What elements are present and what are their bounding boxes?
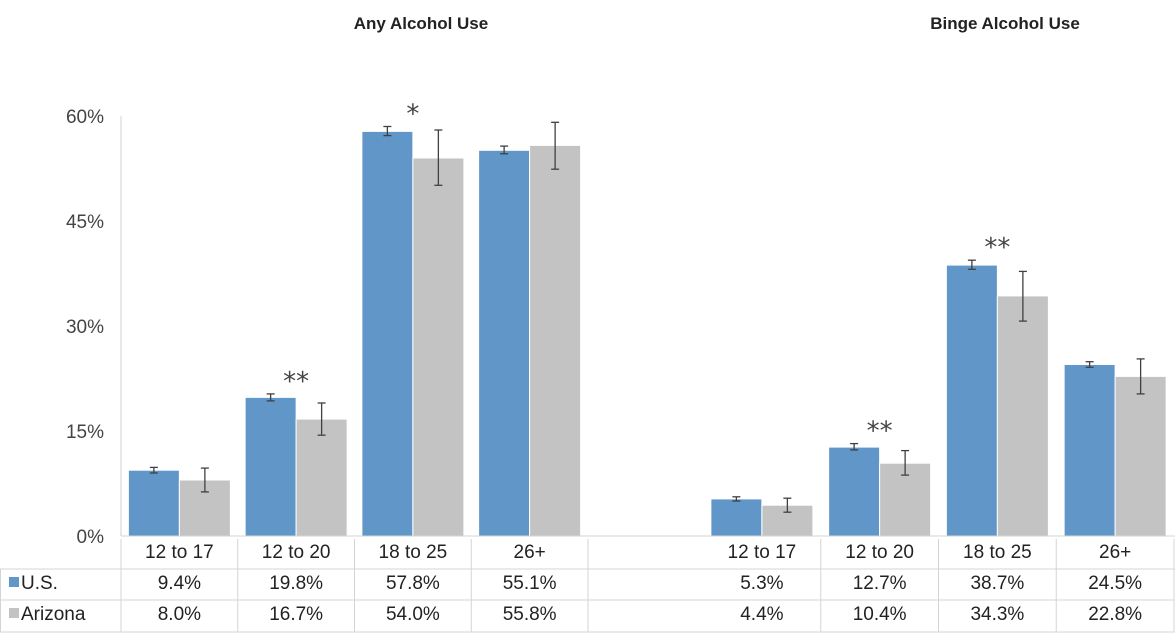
value-label: 22.8% xyxy=(1088,604,1142,625)
y-tick-label: 0% xyxy=(77,527,105,548)
category-label: 12 to 20 xyxy=(845,542,914,563)
value-label: 57.8% xyxy=(386,573,440,594)
bar-us xyxy=(127,469,180,537)
value-label: 24.5% xyxy=(1088,573,1142,594)
value-label: 55.8% xyxy=(503,604,557,625)
legend-swatch-arizona xyxy=(9,608,19,618)
panel-title: Any Alcohol Use xyxy=(354,14,488,33)
y-tick-label: 15% xyxy=(66,422,104,443)
bar-us xyxy=(710,498,763,537)
value-label: 34.3% xyxy=(970,604,1024,625)
value-label: 5.3% xyxy=(740,573,783,594)
value-label: 16.7% xyxy=(269,604,323,625)
data-table: U.S. Arizona 12 to 17 9.4% 8.0% 12 to 20 19.8%… xyxy=(0,535,1175,633)
category-label: 12 to 20 xyxy=(262,542,331,563)
category-label: 18 to 25 xyxy=(379,542,448,563)
bar-arizona xyxy=(1114,375,1167,537)
value-label: 19.8% xyxy=(269,573,323,594)
legend-swatch-us xyxy=(9,577,19,587)
bar-us xyxy=(244,396,297,537)
category-label: 18 to 25 xyxy=(963,542,1032,563)
bar-us xyxy=(1063,364,1116,537)
value-label: 4.4% xyxy=(740,604,783,625)
significance-marker: ** xyxy=(867,417,893,447)
category-label: 12 to 17 xyxy=(728,542,797,563)
legend-label: Arizona xyxy=(21,604,86,625)
value-label: 9.4% xyxy=(158,573,201,594)
significance-marker: ** xyxy=(283,367,309,397)
significance-marker: ** xyxy=(984,233,1010,263)
y-tick-label: 30% xyxy=(66,317,104,338)
legend-label: U.S. xyxy=(21,573,58,594)
panel-titles: Any Alcohol Use Binge Alcohol Use xyxy=(354,14,1080,33)
category-label: 26+ xyxy=(514,542,546,563)
y-tick-label: 60% xyxy=(66,107,104,128)
category-label: 12 to 17 xyxy=(145,542,214,563)
y-tick-label: 45% xyxy=(66,212,104,233)
bar-us xyxy=(361,130,414,537)
bar-us xyxy=(828,446,881,537)
significance-marker: * xyxy=(406,100,419,130)
bar-arizona xyxy=(996,295,1049,537)
value-label: 12.7% xyxy=(853,573,907,594)
panel-title: Binge Alcohol Use xyxy=(930,14,1080,33)
bar-us xyxy=(478,149,531,537)
value-label: 38.7% xyxy=(970,573,1024,594)
value-label: 10.4% xyxy=(853,604,907,625)
value-label: 55.1% xyxy=(503,573,557,594)
value-label: 8.0% xyxy=(158,604,201,625)
y-axis: 0% 15% 30% 45% 60% xyxy=(66,107,122,548)
category-label: 26+ xyxy=(1099,542,1131,563)
bar-us xyxy=(945,264,998,537)
bars: ******* xyxy=(127,100,1167,537)
value-label: 54.0% xyxy=(386,604,440,625)
bar-arizona xyxy=(529,144,582,537)
bar-arizona xyxy=(412,157,465,537)
bar-arizona xyxy=(295,418,348,537)
